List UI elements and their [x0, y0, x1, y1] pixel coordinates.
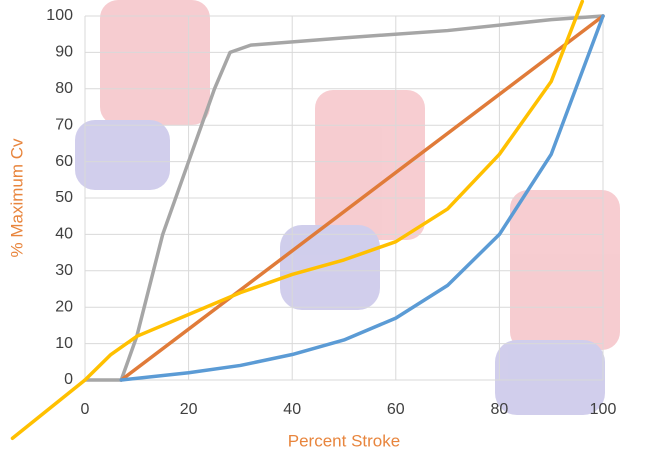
- x-tick-label: 100: [590, 401, 617, 418]
- valve-image: [280, 225, 380, 310]
- y-tick-label: 40: [55, 226, 73, 243]
- x-tick-label: 40: [283, 401, 301, 418]
- x-tick-label: 80: [491, 401, 509, 418]
- valve-image: [100, 0, 210, 125]
- y-tick-label: 60: [55, 153, 73, 170]
- x-tick-label: 60: [387, 401, 405, 418]
- y-tick-label: 0: [64, 371, 73, 388]
- line-series: [10, 0, 585, 440]
- y-axis-title: % Maximum Cv: [7, 138, 26, 258]
- y-tick-label: 80: [55, 80, 73, 97]
- y-tick-label: 30: [55, 262, 73, 279]
- y-tick-label: 70: [55, 116, 73, 133]
- y-tick-label: 90: [55, 44, 73, 61]
- y-tick-label: 20: [55, 298, 73, 315]
- line-series: [83, 14, 605, 382]
- line-series: [119, 14, 605, 382]
- valve-image: [75, 120, 170, 190]
- x-tick-label: 0: [81, 401, 90, 418]
- valve-image: [495, 340, 605, 415]
- decoration: [75, 0, 620, 415]
- valve-image: [510, 190, 620, 350]
- valve-image: [315, 90, 425, 240]
- y-tick-label: 10: [55, 335, 73, 352]
- line-series: [119, 14, 605, 382]
- y-tick-label: 100: [46, 7, 73, 24]
- x-tick-label: 20: [180, 401, 198, 418]
- x-axis-title: Percent Stroke: [288, 431, 400, 450]
- y-tick-label: 50: [55, 189, 73, 206]
